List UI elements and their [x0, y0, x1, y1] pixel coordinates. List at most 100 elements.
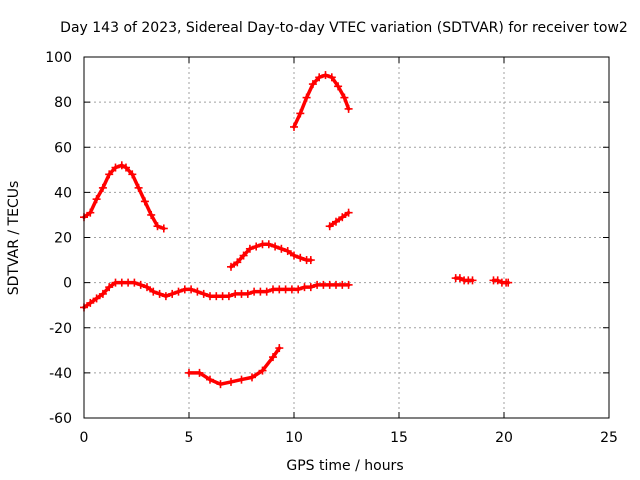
y-tick-label: 80	[54, 95, 72, 111]
data-point	[206, 375, 214, 384]
data-point	[239, 251, 248, 260]
data-point	[344, 280, 353, 289]
data-point	[271, 242, 280, 251]
data-point	[92, 195, 101, 204]
data-point	[111, 163, 120, 172]
y-tick-label: -60	[49, 411, 72, 427]
data-point	[264, 240, 273, 249]
y-tick-label: -40	[49, 366, 72, 382]
data-point	[290, 122, 298, 131]
data-point	[195, 368, 204, 377]
data-point	[161, 292, 170, 301]
data-point	[86, 208, 95, 217]
data-point	[262, 287, 271, 296]
tick-labels: 0 5 10 15 20 25 -60 -40 -20 0 20 40 60 80 100	[45, 50, 618, 446]
data-point	[277, 244, 286, 253]
data-point	[143, 283, 151, 292]
data-point	[199, 289, 208, 298]
data-point	[136, 280, 145, 289]
data-point	[455, 274, 464, 283]
data-point	[290, 251, 298, 260]
data-point	[308, 80, 317, 89]
data-point	[315, 73, 324, 82]
data-point	[227, 262, 235, 271]
data-point	[224, 292, 233, 301]
data-point	[275, 344, 284, 353]
series-arc-8	[489, 276, 513, 287]
series-arc-4	[227, 240, 315, 271]
data-point	[306, 256, 315, 265]
data-point	[193, 287, 202, 296]
data-point	[187, 285, 196, 294]
x-tick-label: 15	[390, 430, 408, 446]
x-tick-label: 20	[495, 430, 513, 446]
series-line	[82, 163, 166, 231]
y-tick-label: 40	[54, 185, 72, 201]
data-point	[227, 377, 235, 386]
data-point	[258, 366, 267, 375]
x-tick-label: 10	[285, 430, 303, 446]
data-point	[185, 368, 193, 377]
data-point	[237, 375, 246, 384]
data-point	[140, 197, 149, 206]
data-point	[504, 278, 513, 287]
x-tick-label: 25	[600, 430, 618, 446]
series-line	[187, 346, 282, 386]
chart-title: Day 143 of 2023, Sidereal Day-to-day VTE…	[60, 20, 628, 36]
data-point	[321, 71, 330, 80]
data-point	[233, 258, 242, 267]
data-point	[344, 208, 353, 217]
data-point	[128, 170, 137, 179]
data-point	[86, 298, 95, 307]
data-point	[306, 283, 315, 292]
data-point	[149, 287, 158, 296]
data-point	[105, 283, 114, 292]
data-point	[245, 244, 254, 253]
data-point	[338, 213, 347, 222]
y-tick-label: 60	[54, 140, 72, 156]
data-point	[168, 289, 177, 298]
data-point	[493, 276, 502, 285]
data-point	[98, 289, 107, 298]
data-point	[122, 163, 130, 172]
y-tick-label: 20	[54, 231, 72, 247]
data-point	[325, 222, 334, 231]
data-point	[340, 93, 349, 102]
x-tick-label: 0	[80, 430, 89, 446]
data-point	[174, 287, 183, 296]
data-point	[283, 247, 292, 256]
data-point	[159, 224, 168, 233]
series-arc-6	[325, 208, 353, 231]
y-tick-label: 100	[45, 50, 72, 66]
data-point	[296, 109, 305, 118]
data-series	[80, 71, 513, 389]
data-point	[147, 210, 156, 219]
data-point	[252, 242, 261, 251]
grid	[84, 57, 609, 418]
data-point	[130, 278, 139, 287]
data-point	[105, 170, 114, 179]
data-point	[332, 217, 340, 226]
data-point	[296, 253, 305, 262]
data-point	[334, 82, 343, 91]
y-tick-label: -20	[49, 321, 72, 337]
data-point	[248, 373, 256, 382]
data-point	[153, 222, 162, 231]
y-tick-label: 0	[63, 276, 72, 292]
series-arc-5	[290, 71, 353, 131]
data-point	[269, 353, 277, 362]
data-point	[243, 289, 252, 298]
data-point	[344, 104, 353, 113]
data-point	[117, 161, 126, 170]
data-point	[216, 380, 225, 389]
plot-frame	[83, 56, 610, 419]
series-arc-7	[451, 274, 477, 285]
data-point	[327, 73, 336, 82]
x-axis-label: GPS time / hours	[286, 458, 403, 474]
series-arc-3	[185, 344, 284, 389]
series-line	[292, 73, 351, 129]
x-tick-label: 5	[185, 430, 194, 446]
data-point	[98, 183, 107, 192]
data-point	[134, 183, 143, 192]
